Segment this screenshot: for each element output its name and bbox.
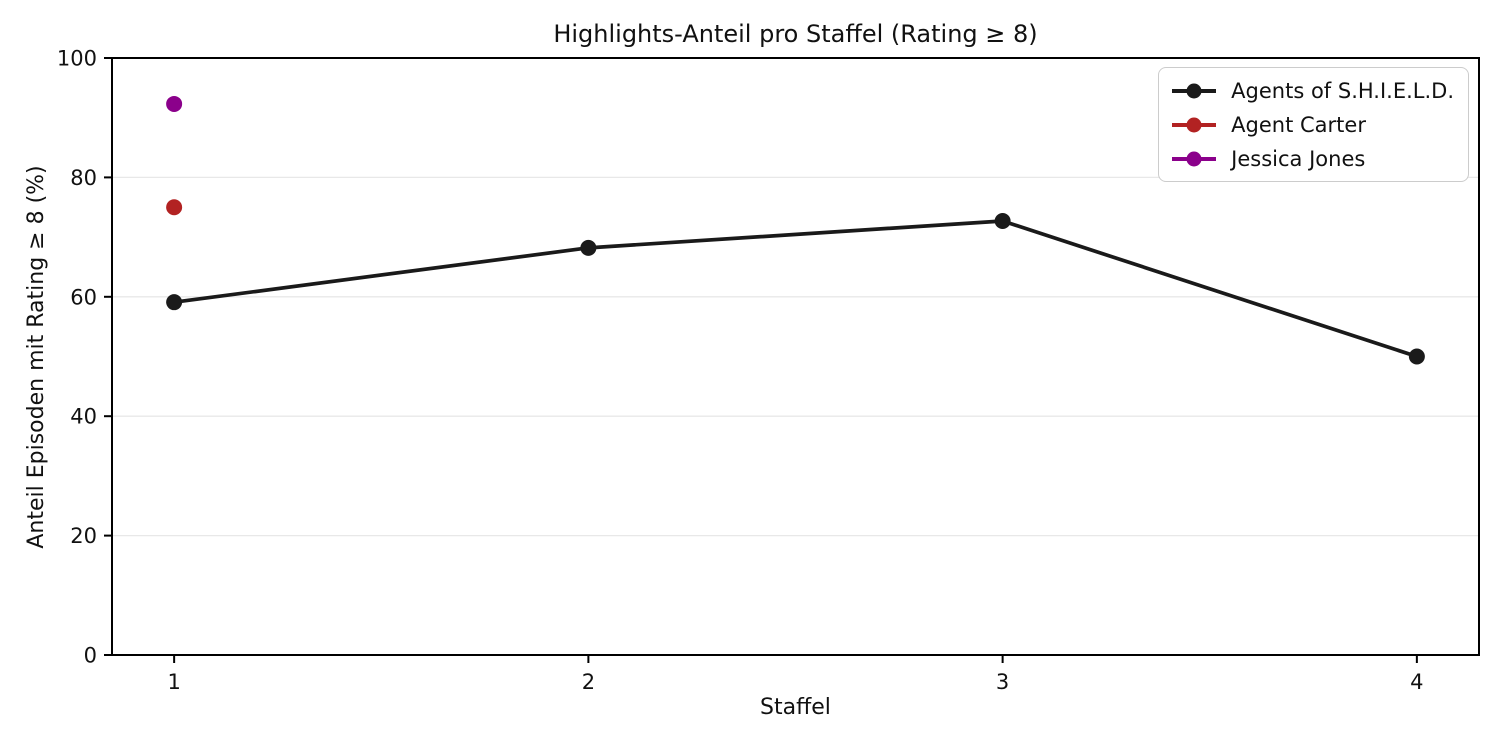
data-point (166, 95, 183, 112)
line-marker-swatch-icon (1172, 117, 1217, 132)
legend: Agents of S.H.I.E.L.D. Agent Carter Jess… (1158, 67, 1469, 182)
legend-label: Agents of S.H.I.E.L.D. (1231, 78, 1454, 103)
data-point (166, 199, 183, 216)
y-tick-label: 60 (70, 285, 97, 309)
data-point (994, 212, 1011, 229)
y-tick-label: 80 (70, 166, 97, 190)
line-marker-swatch-icon (1172, 83, 1217, 98)
chart-title: Highlights-Anteil pro Staffel (Rating ≥ … (553, 20, 1038, 48)
legend-label: Jessica Jones (1231, 146, 1366, 171)
x-tick-label: 3 (996, 670, 1009, 694)
series-line-0 (172, 219, 1419, 359)
data-point (580, 239, 597, 256)
x-tick-label: 1 (167, 670, 180, 694)
legend-item: Jessica Jones (1171, 145, 1454, 172)
x-tick-label: 4 (1410, 670, 1423, 694)
line-marker-swatch-icon (1172, 151, 1217, 166)
y-tick-label: 20 (70, 524, 97, 548)
y-tick-label: 0 (84, 644, 97, 668)
legend-label: Agent Carter (1231, 112, 1366, 137)
data-point (166, 294, 183, 311)
y-tick-label: 40 (70, 405, 97, 429)
x-tick-label: 2 (582, 670, 595, 694)
legend-item: Agent Carter (1171, 111, 1454, 138)
data-point (1408, 348, 1425, 365)
y-tick-label: 100 (57, 47, 97, 71)
x-axis-label: Staffel (760, 695, 831, 720)
legend-item: Agents of S.H.I.E.L.D. (1171, 77, 1454, 104)
plot-border (111, 57, 1480, 656)
